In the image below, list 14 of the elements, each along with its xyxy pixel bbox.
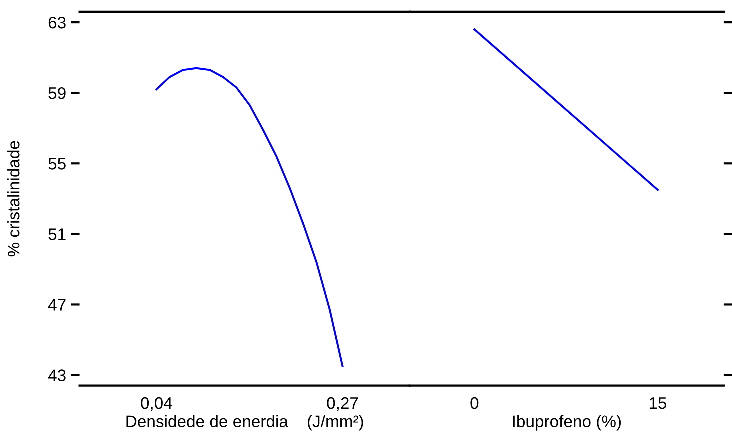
y-tick-label: 55: [48, 158, 66, 170]
y-tick-label: 51: [48, 228, 66, 240]
x-tick-label: 0,04: [141, 397, 172, 412]
y-axis-title: % cristalinidade: [8, 141, 20, 257]
y-tick-label: 59: [48, 87, 66, 100]
y-tick-label: 43: [48, 370, 66, 382]
x-tick-label: 0,27: [327, 397, 358, 412]
y-tick-label: 47: [48, 299, 66, 311]
y-tick-label: 63: [48, 16, 66, 29]
x-axis-title: Ibuprofeno (%): [513, 415, 622, 431]
x-axis-title: Densidede de enerdia (J/mm²): [126, 415, 364, 431]
x-tick-label: 15: [650, 398, 667, 410]
x-tick-label: 0: [470, 397, 479, 410]
line-series: [156, 67, 344, 368]
